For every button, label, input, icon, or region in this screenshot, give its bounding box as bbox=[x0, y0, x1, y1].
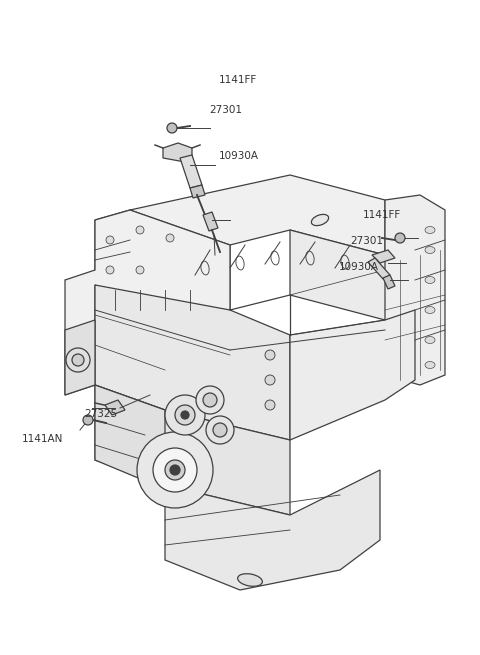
Circle shape bbox=[265, 375, 275, 385]
Circle shape bbox=[165, 460, 185, 480]
Polygon shape bbox=[65, 320, 95, 395]
Text: 27301: 27301 bbox=[350, 236, 384, 246]
Text: 1141FF: 1141FF bbox=[218, 75, 257, 85]
Text: 10930A: 10930A bbox=[218, 151, 258, 161]
Polygon shape bbox=[65, 210, 230, 395]
Circle shape bbox=[136, 226, 144, 234]
Polygon shape bbox=[180, 155, 202, 188]
Text: 1141AN: 1141AN bbox=[22, 434, 63, 444]
Text: 10930A: 10930A bbox=[338, 262, 378, 272]
Circle shape bbox=[106, 266, 114, 274]
Circle shape bbox=[213, 423, 227, 437]
Polygon shape bbox=[368, 258, 390, 279]
Circle shape bbox=[395, 233, 405, 243]
Polygon shape bbox=[383, 275, 395, 289]
Ellipse shape bbox=[425, 307, 435, 314]
Polygon shape bbox=[95, 210, 230, 325]
Circle shape bbox=[206, 416, 234, 444]
Circle shape bbox=[170, 465, 180, 475]
Polygon shape bbox=[163, 143, 192, 162]
Ellipse shape bbox=[425, 337, 435, 343]
Polygon shape bbox=[95, 385, 290, 515]
Polygon shape bbox=[165, 470, 380, 590]
Polygon shape bbox=[290, 310, 415, 440]
Ellipse shape bbox=[425, 362, 435, 369]
Polygon shape bbox=[105, 400, 125, 415]
Polygon shape bbox=[290, 230, 415, 320]
Circle shape bbox=[196, 386, 224, 414]
Polygon shape bbox=[203, 212, 218, 231]
Ellipse shape bbox=[425, 246, 435, 253]
Ellipse shape bbox=[425, 227, 435, 233]
Polygon shape bbox=[385, 195, 445, 385]
Circle shape bbox=[165, 395, 205, 435]
Circle shape bbox=[265, 400, 275, 410]
Polygon shape bbox=[190, 185, 205, 198]
Circle shape bbox=[175, 405, 195, 425]
Text: 27301: 27301 bbox=[209, 105, 242, 115]
Text: 1141FF: 1141FF bbox=[362, 210, 401, 220]
Circle shape bbox=[72, 354, 84, 366]
Circle shape bbox=[137, 432, 213, 508]
Circle shape bbox=[106, 236, 114, 244]
Polygon shape bbox=[95, 285, 290, 440]
Ellipse shape bbox=[238, 574, 263, 586]
Polygon shape bbox=[372, 250, 395, 263]
Ellipse shape bbox=[312, 214, 329, 225]
Circle shape bbox=[203, 393, 217, 407]
Circle shape bbox=[66, 348, 90, 372]
Circle shape bbox=[265, 350, 275, 360]
Polygon shape bbox=[130, 175, 385, 255]
Circle shape bbox=[83, 415, 93, 425]
Circle shape bbox=[166, 234, 174, 242]
Circle shape bbox=[136, 266, 144, 274]
Text: 27325: 27325 bbox=[84, 409, 117, 419]
Ellipse shape bbox=[425, 276, 435, 284]
Circle shape bbox=[153, 448, 197, 492]
Circle shape bbox=[167, 123, 177, 133]
Polygon shape bbox=[95, 385, 165, 485]
Circle shape bbox=[181, 411, 189, 419]
